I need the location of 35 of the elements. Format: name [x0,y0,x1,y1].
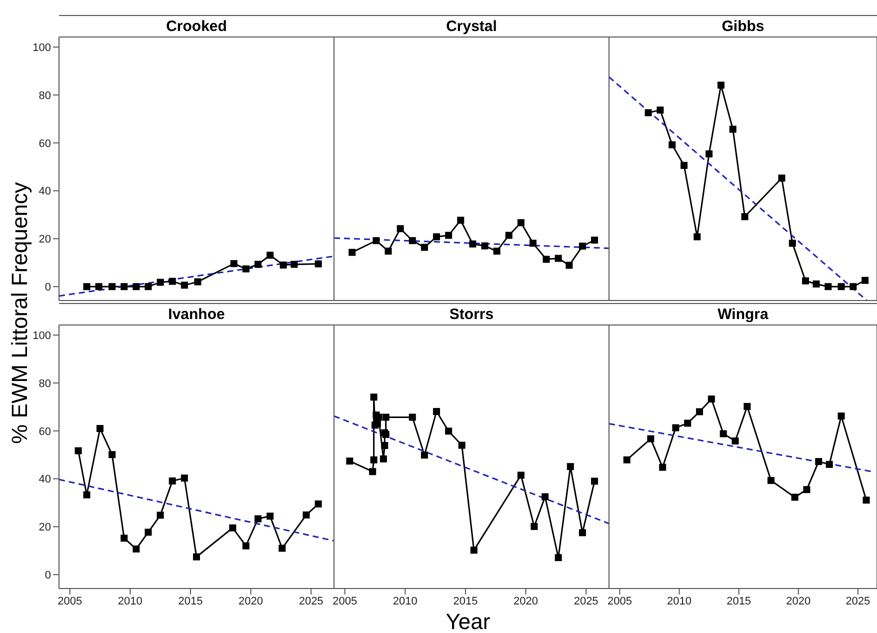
y-tick-label: 40 [38,186,51,198]
x-tick-label: 2015 [453,595,478,608]
y-tick-label: 60 [38,138,51,150]
x-tick-label: 2025 [298,595,324,608]
x-tick-label: 2020 [514,595,538,608]
chart-title: Storrs [449,306,494,323]
chart-title: Wingra [718,306,768,323]
x-tick-label: 2005 [58,595,82,608]
x-tick-label: 2015 [726,595,752,608]
chart-title: Gibbs [722,18,764,35]
y-axis-title: % EWM Littoral Frequency [7,182,33,444]
x-tick-label: 2025 [846,595,870,608]
x-tick-label: 2025 [574,595,598,608]
y-tick-label: 60 [38,426,51,438]
y-tick-label: 20 [38,522,51,534]
chart-title: Crystal [446,18,497,35]
y-tick-label: 100 [32,330,51,342]
y-tick-label: 0 [44,570,51,582]
x-tick-label: 2010 [118,595,142,608]
y-tick-label: 0 [44,282,51,294]
x-tick-label: 2005 [607,595,632,608]
y-tick-label: 40 [38,474,51,486]
x-tick-label: 2020 [238,595,264,608]
x-tick-label: 2010 [392,595,418,608]
chart-title: Crooked [166,18,227,35]
x-axis-title: Year [446,609,490,633]
x-tick-label: 2010 [667,595,692,608]
x-tick-label: 2020 [786,595,811,608]
chart-title: Ivanhoe [168,306,225,323]
y-tick-label: 100 [32,42,51,54]
y-tick-label: 80 [38,90,51,102]
x-tick-label: 2015 [178,595,203,608]
x-tick-label: 2005 [332,595,358,608]
y-tick-label: 20 [38,234,51,246]
y-tick-label: 80 [38,378,51,390]
